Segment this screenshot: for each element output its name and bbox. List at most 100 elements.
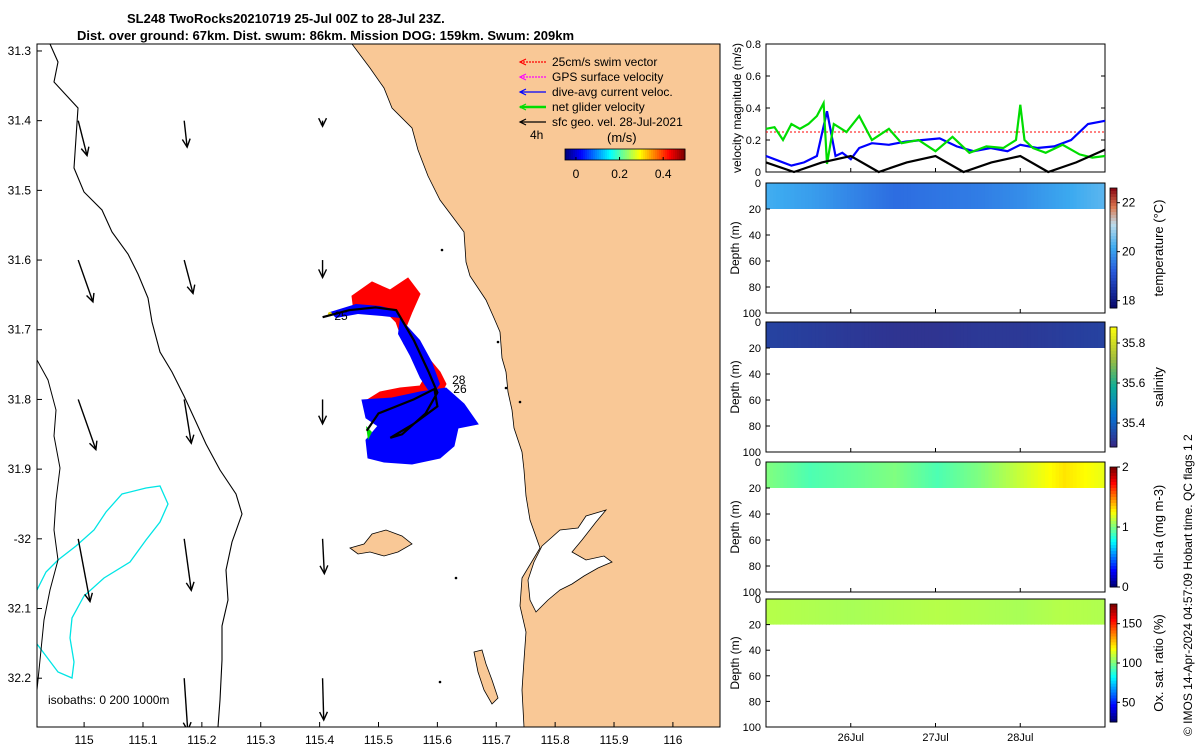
- temperature-data-cell: [988, 183, 993, 209]
- legend-entry: net glider velocity: [518, 100, 645, 114]
- geostrophic-arrow: [77, 399, 98, 452]
- oxygen-data-cell: [843, 599, 848, 625]
- legend-colorbar-swatch: [651, 149, 654, 160]
- legend-colorbar-swatch: [579, 149, 582, 160]
- chlorophyll-colorbar-swatch: [1110, 527, 1117, 531]
- temperature-data-cell: [1097, 183, 1102, 209]
- temperature-data-cell: [1101, 183, 1106, 209]
- temperature-data-cell: [1069, 183, 1074, 209]
- chlorophyll-colorbar-swatch: [1110, 536, 1117, 540]
- temperature-ytick-label: 0: [755, 178, 761, 190]
- map-ytick-label: -32: [14, 532, 32, 546]
- oxygen-data-cell: [953, 599, 958, 625]
- salinity-colorbar-swatch: [1110, 369, 1117, 373]
- chlorophyll-data-cell: [924, 462, 929, 488]
- salinity-data-cell: [1101, 322, 1106, 348]
- oxygen-data-cell: [942, 599, 947, 625]
- legend-label: GPS surface velocity: [552, 70, 663, 84]
- chlorophyll-colorbar-swatch: [1110, 479, 1117, 483]
- temperature-colorbar-frame: [1109, 187, 1118, 309]
- oxygen-data-cell: [903, 599, 908, 625]
- chlorophyll-data-cell: [1037, 462, 1042, 488]
- oxygen-colorbar-swatch: [1110, 612, 1117, 617]
- chlorophyll-data-cell: [850, 462, 855, 488]
- legend-colorbar-swatch: [607, 149, 610, 160]
- salinity-data-cell: [854, 322, 859, 348]
- salinity-colorbar-swatch: [1110, 375, 1117, 379]
- oxygen-colorbar-swatch: [1110, 692, 1117, 696]
- temperature-data-cell: [1076, 183, 1081, 209]
- oxygen-data-cell: [811, 599, 816, 625]
- temperature-data-cell: [804, 183, 809, 209]
- oxygen-data-cell: [1076, 599, 1081, 625]
- temperature-data-cell: [1013, 183, 1018, 209]
- salinity-data-cell: [1090, 322, 1095, 348]
- salinity-ytick-label: 0: [755, 317, 761, 329]
- legend-label: 25cm/s swim vector: [552, 55, 657, 69]
- chlorophyll-data-cell: [974, 462, 979, 488]
- legend-colorbar-swatch: [665, 149, 668, 160]
- temperature-data-cell: [861, 183, 866, 209]
- salinity-data-cell: [857, 322, 862, 348]
- oxygen-data-cell: [875, 599, 880, 625]
- salinity-data-cell: [861, 322, 866, 348]
- temperature-colorbar-swatch: [1110, 194, 1117, 198]
- oxygen-colorbar-swatch: [1110, 719, 1117, 723]
- oxygen-data-cell: [1020, 599, 1025, 625]
- chlorophyll-colorbar-swatch: [1110, 467, 1117, 471]
- legend-entry: sfc geo. vel. 28-Jul-2021: [518, 115, 683, 129]
- chlorophyll-data-cell: [1076, 462, 1081, 488]
- temperature-data-cell: [875, 183, 880, 209]
- oxygen-data-cell: [939, 599, 944, 625]
- temperature-data-cell: [847, 183, 852, 209]
- salinity-data-cell: [1097, 322, 1102, 348]
- oxygen-data-cell: [1044, 599, 1049, 625]
- legend-colorbar-swatch: [599, 149, 602, 160]
- temperature-colorbar-swatch: [1110, 269, 1117, 273]
- salinity-data-cell: [1055, 322, 1060, 348]
- chlorophyll-colorbar-swatch: [1110, 524, 1117, 528]
- chlorophyll-data-cell: [826, 462, 831, 488]
- temperature-colorbar-swatch: [1110, 188, 1117, 192]
- salinity-data-cell: [818, 322, 823, 348]
- chlorophyll-data-cell: [910, 462, 915, 488]
- legend-arrowhead: [518, 73, 527, 81]
- chlorophyll-data-cell: [1048, 462, 1053, 488]
- temperature-colorbar-swatch: [1110, 242, 1117, 246]
- chlorophyll-ytick-label: 0: [755, 457, 761, 469]
- temperature-colorbar-swatch: [1110, 218, 1117, 222]
- salinity-data-cell: [1027, 322, 1032, 348]
- salinity-data-cell: [946, 322, 951, 348]
- temperature-data-cell: [801, 183, 806, 209]
- oxygen-data-cell: [871, 599, 876, 625]
- oxygen-data-cell: [1006, 599, 1011, 625]
- salinity-colorbar-swatch: [1110, 372, 1117, 376]
- oxygen-colorbar-swatch: [1110, 707, 1117, 711]
- salinity-data-cell: [896, 322, 901, 348]
- salinity-data-cell: [995, 322, 1000, 348]
- chlorophyll-colorbar-swatch: [1110, 518, 1117, 522]
- chlorophyll-data-cell: [896, 462, 901, 488]
- temperature-depth-label: Depth (m): [728, 221, 742, 274]
- salinity-data-cell: [1048, 322, 1053, 348]
- salinity-colorbar-swatch: [1110, 432, 1117, 436]
- oxygen-data-cell: [924, 599, 929, 625]
- legend-colorbar-swatch: [637, 149, 640, 160]
- oxygen-data-cell: [847, 599, 852, 625]
- temperature-data-cell: [1016, 183, 1021, 209]
- chlorophyll-data-cell: [900, 462, 905, 488]
- temperature-data-cell: [826, 183, 831, 209]
- legend-colorbar-swatch: [591, 149, 594, 160]
- map-xtick-label: 115: [75, 733, 94, 747]
- oxygen-colorbar-swatch: [1110, 680, 1117, 685]
- temperature-colorbar-swatch: [1110, 227, 1117, 231]
- temperature-colorbar-label: temperature (°C): [1151, 200, 1166, 297]
- chlorophyll-data-cell: [949, 462, 954, 488]
- salinity-colorbar-swatch: [1110, 327, 1117, 331]
- chlorophyll-data-cell: [773, 462, 778, 488]
- chlorophyll-data-cell: [847, 462, 852, 488]
- temperature-data-cell: [949, 183, 954, 209]
- legend-colorbar-swatch: [613, 149, 616, 160]
- legend-colorbar-swatch: [609, 149, 612, 160]
- legend-colorbar-swatch: [639, 149, 642, 160]
